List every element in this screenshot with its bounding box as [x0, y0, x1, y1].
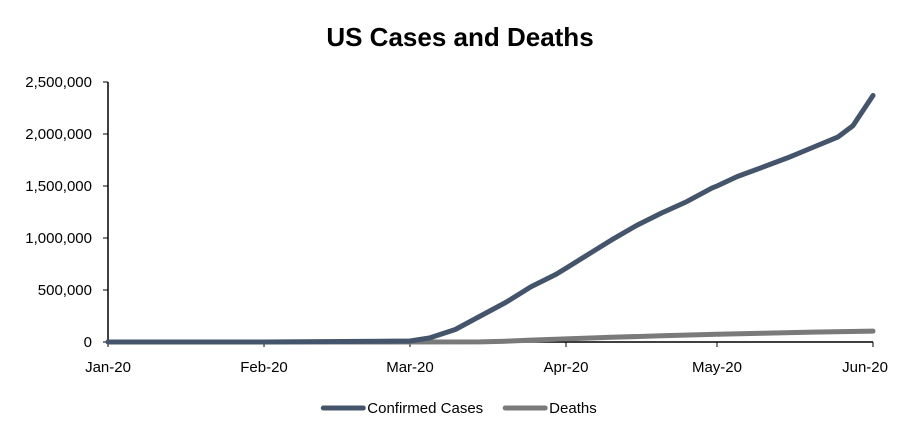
y-tick-label: 2,000,000 [25, 126, 92, 143]
y-axis-ticks: 0 500,000 1,000,000 1,500,000 2,000,000 2,500… [25, 74, 108, 351]
series-lines [105, 93, 876, 345]
deaths-line [105, 328, 876, 345]
confirmed-cases-line [105, 93, 876, 345]
x-tick-label: Apr-20 [543, 359, 588, 376]
x-tick-label: Feb-20 [240, 359, 288, 376]
x-tick-label: May-20 [692, 359, 742, 376]
chart-title: US Cases and Deaths [326, 22, 593, 52]
x-tick-label: Mar-20 [386, 359, 434, 376]
legend: Confirmed Cases Deaths [320, 400, 597, 417]
x-tick-label: Jun-20 [842, 359, 888, 376]
x-tick-label: Jan-20 [85, 359, 131, 376]
y-tick-label: 1,500,000 [25, 178, 92, 195]
legend-label-confirmed-cases: Confirmed Cases [367, 400, 483, 417]
legend-label-deaths: Deaths [549, 400, 597, 417]
y-tick-label: 2,500,000 [25, 74, 92, 91]
x-axis-ticks: Jan-20 Feb-20 Mar-20 Apr-20 May-20 Jun-20 [85, 342, 888, 376]
y-tick-label: 500,000 [38, 282, 92, 299]
y-tick-label: 0 [84, 334, 92, 351]
y-tick-label: 1,000,000 [25, 230, 92, 247]
